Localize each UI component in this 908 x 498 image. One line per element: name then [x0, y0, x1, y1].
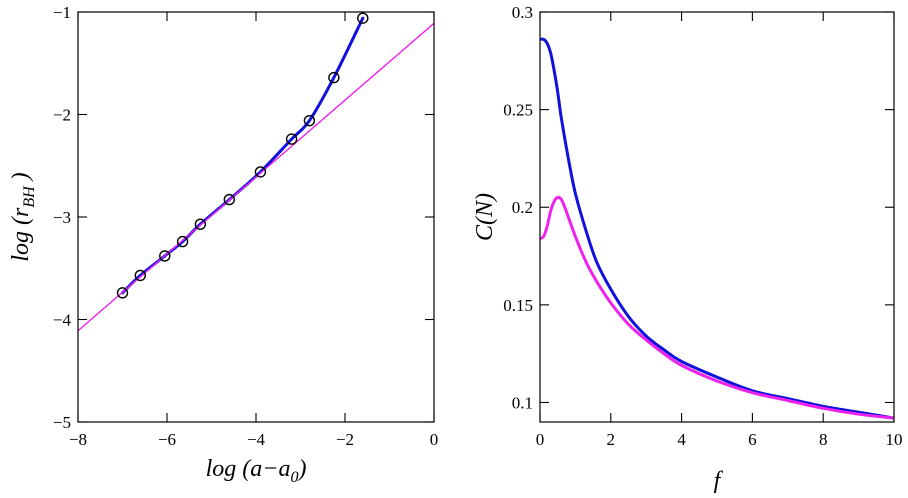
right-y-tick-label: 0.15	[503, 296, 533, 315]
left-data-point	[134, 269, 147, 282]
left-data-point	[303, 114, 316, 127]
right-x-tick-label: 6	[748, 430, 757, 449]
left-data-point	[254, 166, 267, 178]
left-y-tick-label: −4	[53, 311, 72, 330]
left-y-tick-label: −5	[53, 413, 71, 432]
left-series-line-fit-curve	[121, 16, 365, 295]
right-plot-frame	[539, 11, 895, 423]
left-series-line-linear-asymptote	[78, 22, 434, 332]
right-x-tick-label: 0	[536, 430, 545, 449]
right-x-tick-label: 2	[607, 430, 616, 449]
right-x-axis-label: f	[714, 468, 724, 494]
right-y-tick-label: 0.2	[512, 198, 533, 217]
left-y-axis-label: log (rBH )	[8, 172, 38, 261]
left-x-tick-label: −6	[158, 430, 176, 449]
left-data-point	[194, 218, 207, 230]
left-x-axis-label: log (a−a0)	[206, 456, 307, 486]
right-series-line-blue-curve	[540, 37, 894, 420]
left-plot-frame	[77, 11, 435, 423]
left-y-tick-label: −2	[53, 106, 71, 125]
left-data-point	[159, 250, 171, 262]
left-x-tick-label: −4	[247, 430, 266, 449]
left-data-point	[328, 71, 340, 84]
right-x-tick-label: 8	[819, 430, 828, 449]
right-y-tick-label: 0.1	[512, 393, 533, 412]
left-data-point	[223, 193, 236, 206]
right-y-tick-label: 0.3	[512, 3, 533, 22]
right-y-axis-label: C(N)	[472, 193, 498, 241]
left-x-tick-label: −8	[69, 430, 87, 449]
left-data-point	[357, 12, 369, 24]
left-y-tick-label: −3	[53, 208, 71, 227]
right-plot-series	[540, 37, 894, 420]
right-y-tick-label: 0.25	[503, 101, 533, 120]
right-x-tick-label: 10	[886, 430, 903, 449]
left-x-tick-label: 0	[430, 430, 439, 449]
left-data-point	[116, 287, 129, 299]
right-x-tick-label: 4	[677, 430, 686, 449]
right-panel: 0 2 4 6 8 10 0.1 0.15 0.2 0.25 0.3 f C(N)	[472, 3, 903, 494]
left-data-point	[285, 133, 298, 145]
left-axis-ticks: −8 −6 −4 −2 0 −5 −4 −3 −2 −1	[53, 3, 438, 449]
left-x-tick-label: −2	[336, 430, 354, 449]
right-axis-ticks: 0 2 4 6 8 10 0.1 0.15 0.2 0.25 0.3	[503, 3, 902, 449]
right-series-line-magenta-curve	[540, 195, 894, 420]
left-panel: −8 −6 −4 −2 0 −5 −4 −3 −2 −1 log (a−a0) log (rBH …	[8, 3, 438, 486]
left-y-tick-label: −1	[53, 3, 71, 22]
left-data-point	[176, 235, 189, 248]
left-plot-series	[78, 12, 434, 332]
